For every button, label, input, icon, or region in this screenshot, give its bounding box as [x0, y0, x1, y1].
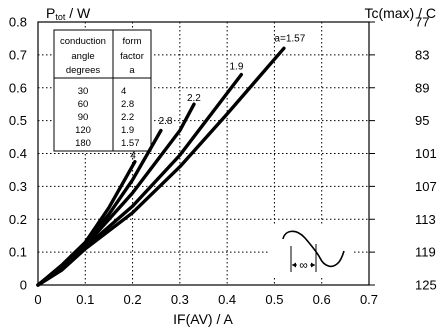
y-tick-label: 0.5 [9, 113, 27, 128]
curve-labels: 4 2.8 2.2 1.9 a=1.57 [130, 34, 306, 162]
y-tick-label: 0.3 [9, 179, 27, 194]
arrow-head-right-icon [311, 262, 315, 268]
y2-tick-label: 89 [415, 80, 429, 95]
y2-tick-label: 119 [415, 245, 436, 260]
curves [36, 46, 286, 287]
table-cell-factor-1.9: 1.9 [121, 125, 134, 136]
y-tick-label: 0.6 [9, 80, 27, 95]
y-tick-label: 0.4 [9, 146, 27, 161]
x-tick-label: 0.3 [171, 292, 189, 307]
x-axis-ticks: 0 0.1 0.2 0.3 0.4 0.5 0.6 0.7 [34, 292, 378, 307]
conduction-angle-symbol: ∞ [299, 258, 308, 272]
table-background [53, 29, 152, 152]
table-header-degrees: degrees [66, 65, 101, 76]
table-cell-factor-1.57: 1.57 [121, 138, 140, 149]
y2-tick-label: 83 [415, 47, 429, 62]
curve-label: 2.2 [187, 93, 201, 104]
waveform-inset: ∞ [270, 224, 352, 278]
curve-label: 2.8 [159, 116, 173, 127]
form-factor-table: conduction angle degrees form factor a 3… [53, 29, 152, 152]
curve-a-1.57 [36, 46, 286, 287]
x-tick-label: 0.2 [124, 292, 142, 307]
table-cell-angle-120: 120 [75, 125, 91, 136]
y-tick-label: 0.7 [9, 47, 27, 62]
x-axis-title: IF(AV) / A [173, 311, 233, 327]
x-tick-label: 0.1 [76, 292, 94, 307]
y2-axis-ticks: 125 119 113 107 101 95 89 83 77 [369, 15, 437, 293]
table-header-a: a [129, 65, 135, 76]
y2-axis-title: Tc(max) / C [364, 5, 436, 21]
y2-tick-label: 77 [415, 15, 429, 30]
y2-tick-label: 125 [415, 278, 437, 293]
x-tick-label: 0.4 [218, 292, 236, 307]
y2-tick-label: 95 [415, 113, 429, 128]
curve-label: a=1.57 [274, 34, 305, 45]
y-tick-label: 0.1 [9, 245, 27, 260]
arrow-head-left-icon [292, 262, 296, 268]
y-tick-label: 0 [20, 278, 27, 293]
table-header-factor: factor [120, 51, 144, 62]
table-cell-angle-30: 30 [78, 86, 89, 97]
table-header-form: form [123, 36, 142, 47]
table-cell-angle-90: 90 [78, 112, 89, 123]
y2-tick-label: 107 [415, 179, 437, 194]
x-tick-label: 0.6 [313, 292, 331, 307]
sine-waveform [282, 230, 345, 268]
x-tick-label: 0 [34, 292, 41, 307]
table-header-conduction: conduction [60, 36, 106, 47]
y-tick-label: 0.2 [9, 212, 27, 227]
y-tick-label: 0.8 [9, 15, 27, 30]
gridlines [38, 22, 369, 285]
x-tick-label: 0.5 [265, 292, 283, 307]
table-cell-factor-2.2: 2.2 [121, 112, 134, 123]
y-axis-title: Ptot / W [46, 5, 91, 22]
curve-label: 1.9 [230, 62, 244, 73]
inset-background [270, 224, 352, 278]
curve-label: 4 [130, 150, 136, 161]
infinity-label-bg [297, 258, 310, 270]
y2-tick-label: 113 [415, 212, 436, 227]
table-cell-angle-180: 180 [75, 138, 91, 149]
table-cell-angle-60: 60 [78, 99, 89, 110]
y-axis-title-subscript: tot [55, 12, 66, 22]
table-cell-factor-2.8: 2.8 [121, 99, 134, 110]
y2-tick-label: 101 [415, 146, 437, 161]
x-tick-label: 0.7 [360, 292, 378, 307]
table-cell-factor-4: 4 [121, 86, 126, 97]
y-axis-ticks: 0 0.1 0.2 0.3 0.4 0.5 0.6 0.7 0.8 [9, 15, 27, 293]
table-header-angle: angle [71, 51, 94, 62]
